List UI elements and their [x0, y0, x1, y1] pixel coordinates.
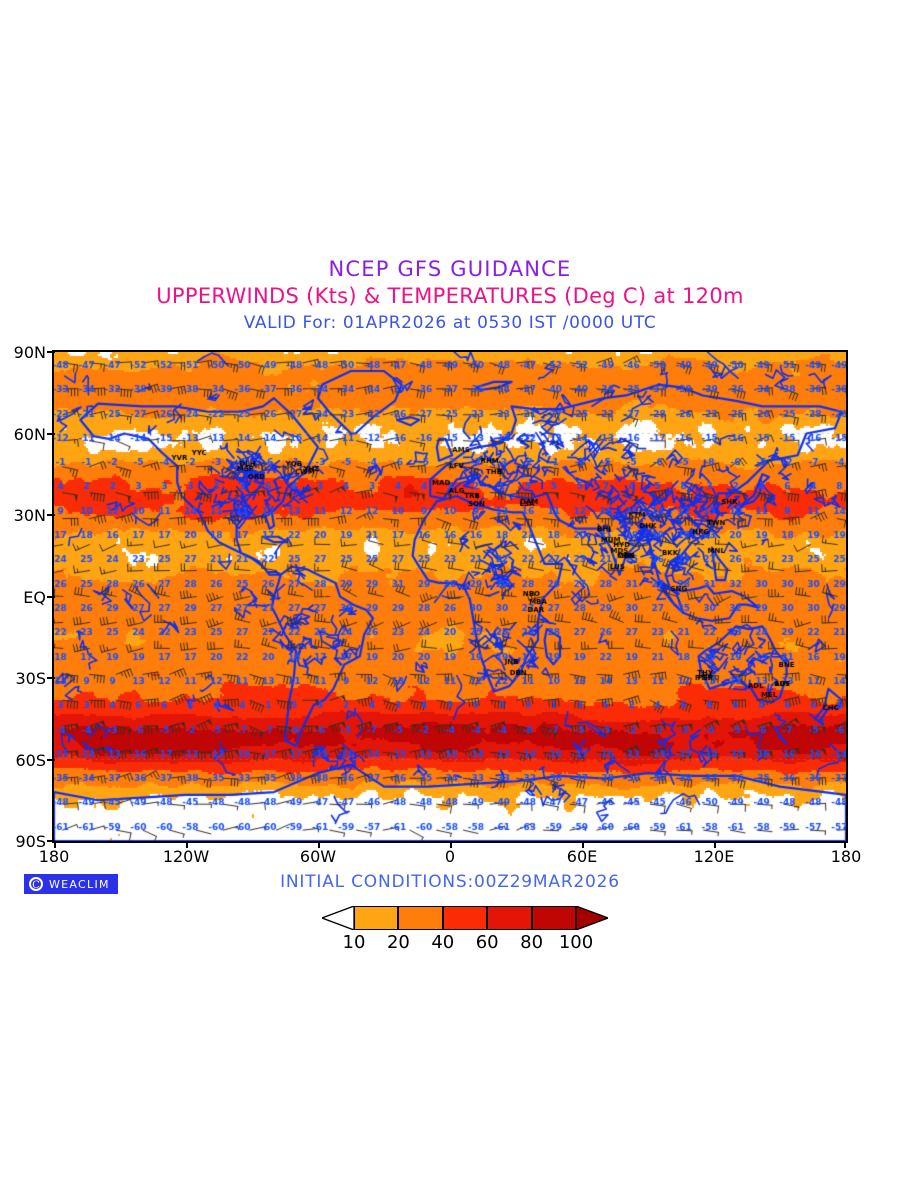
colorbar-label-60: 60 — [475, 932, 499, 953]
lat-tick-label-60S: 60S — [15, 750, 46, 770]
lat-tick-mark — [47, 351, 55, 353]
copyright-icon: C — [29, 877, 43, 891]
lat-tick-mark — [47, 514, 55, 516]
colorbar-label-40: 40 — [431, 932, 455, 953]
lat-tick-label-30S: 30S — [15, 669, 46, 688]
lon-tick-label-0: 0 — [444, 847, 456, 866]
lat-tick-mark — [47, 758, 55, 761]
lon-tick-mark — [318, 841, 320, 848]
valid-time-label: VALID For: 01APR2026 at 0530 IST /0000 U… — [243, 313, 657, 333]
lon-tick-mark — [54, 841, 56, 848]
lat-tick-label-90S: 90S — [15, 832, 46, 851]
lon-tick-label-120W: 120W — [162, 847, 210, 866]
lon-tick-label-60W: 60W — [299, 847, 337, 866]
colorbar-label-80: 80 — [520, 932, 544, 953]
colorbar-segment-0 — [354, 906, 399, 930]
map-frame — [52, 350, 848, 843]
lon-tick-label-120E: 120E — [693, 847, 735, 866]
lon-tick-mark — [844, 841, 846, 848]
lon-tick-label-180: 180 — [830, 847, 862, 866]
lat-tick-mark — [47, 432, 55, 435]
colorbar-label-20: 20 — [386, 932, 410, 953]
lon-tick-mark — [714, 841, 716, 848]
lon-tick-mark — [582, 841, 584, 848]
lon-tick-label-180: 180 — [38, 847, 70, 866]
lon-tick-label-60E: 60E — [566, 847, 598, 866]
lat-tick-mark — [47, 595, 55, 598]
lat-tick-label-60N: 60N — [13, 424, 46, 444]
page-title: NCEP GFS GUIDANCE — [328, 257, 572, 281]
badge-label: WEACLIM — [49, 877, 110, 891]
colorbar-label-100: 100 — [558, 932, 594, 953]
lat-tick-mark — [47, 677, 55, 679]
lat-tick-label-30N: 30N — [13, 506, 46, 525]
initial-conditions-label: INITIAL CONDITIONS:00Z29MAR2026 — [280, 872, 620, 892]
weather-map — [54, 352, 846, 841]
page-subtitle: UPPERWINDS (Kts) & TEMPERATURES (Deg C) … — [156, 284, 744, 308]
colorbar-segment-1 — [398, 906, 443, 930]
colorbar — [320, 905, 610, 931]
colorbar-segment-2 — [442, 906, 488, 930]
weaclim-badge[interactable]: C WEACLIM — [24, 874, 118, 894]
colorbar-segment-3 — [487, 906, 532, 930]
lon-tick-mark — [450, 841, 452, 848]
lon-tick-mark — [186, 841, 188, 848]
colorbar-label-10: 10 — [342, 932, 366, 953]
colorbar-segment-4 — [531, 906, 576, 930]
colorbar-arrow-left-outline — [320, 905, 355, 931]
lat-tick-mark — [47, 840, 55, 842]
lat-tick-label-90N: 90N — [13, 343, 46, 362]
lat-tick-label-EQ: EQ — [23, 587, 46, 607]
title-block: NCEP GFS GUIDANCE UPPERWINDS (Kts) & TEM… — [0, 256, 900, 336]
colorbar-arrow-right — [575, 905, 610, 931]
